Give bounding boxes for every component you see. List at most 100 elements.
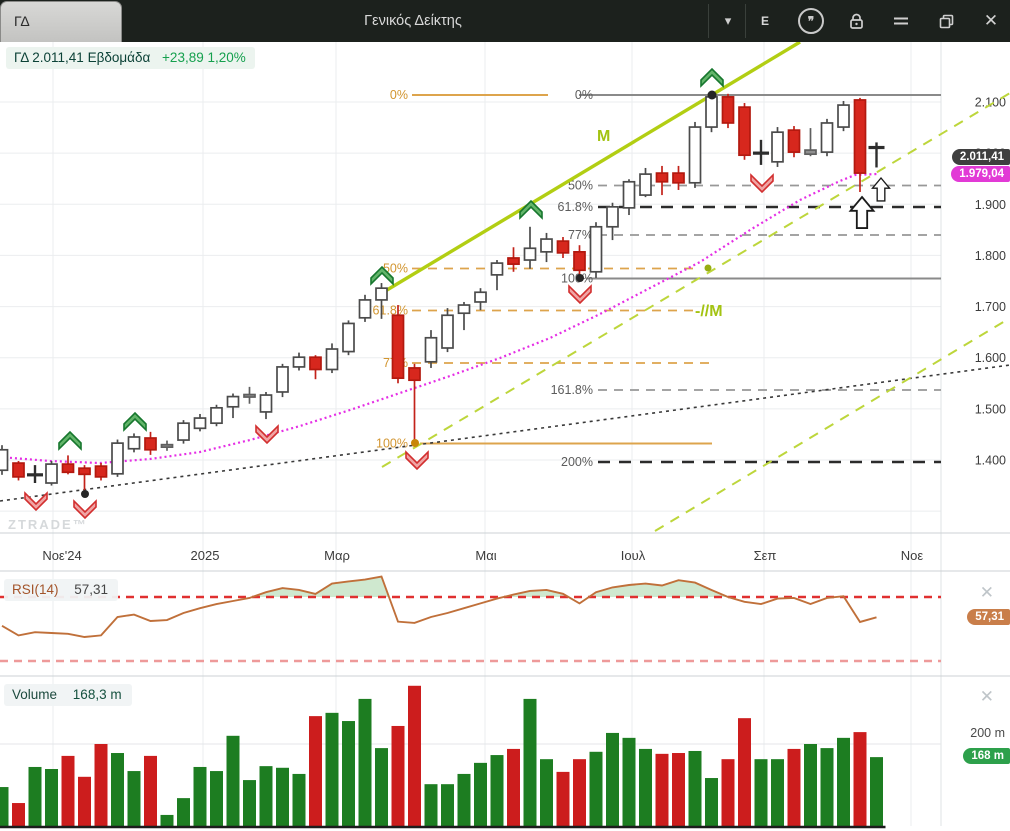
candle [523,226,537,269]
rsi-panel-close-icon[interactable]: ✕ [979,583,994,602]
volume-bar [672,753,685,826]
candle [193,413,207,432]
candle-body [193,417,207,430]
candle [573,245,586,278]
volume-bar [243,780,256,826]
lock-button[interactable] [842,0,870,42]
candle [358,294,372,322]
volume-panel-label: Volume 168,3 m [4,684,132,706]
fib-level-label: 200% [561,455,593,469]
quote-button[interactable]: ❞ [797,0,825,42]
candle-body [111,442,124,475]
volume-bar [259,766,273,826]
candle [853,97,867,193]
volume-bar [28,766,42,826]
candle-body [556,240,570,254]
price-tick-label: 1.900 [975,198,1006,212]
trendline-long-term-dotted [0,364,1010,502]
candle-body [243,393,256,398]
volume-bar [474,762,487,826]
volume-bar [375,748,388,826]
trendline-median-solid [381,40,801,295]
volume-bar [45,769,58,826]
anchor-dot [81,490,89,498]
candle [210,404,223,427]
price-tick-label: 1.800 [975,249,1006,263]
price-tick-label: 2.100 [975,96,1006,110]
candle-body [820,122,834,153]
sell-signal-icon [24,491,48,512]
candle-cross-bar [868,145,885,150]
volume-bar [622,737,636,826]
volume-indicator-value: 168,3 m [72,687,122,702]
volume-bar [408,685,421,826]
candle [391,305,405,384]
candle-body [375,287,388,301]
candle [490,260,504,291]
volume-bar [424,784,438,826]
candle [721,93,735,129]
candle-body [441,314,454,349]
candle-body [622,180,636,209]
volume-bar [210,771,223,826]
volume-bar [111,753,124,826]
candle-body [45,463,58,484]
time-tick-label: Νοε [901,548,924,563]
trendline-channel-dashed-2 [654,317,1010,532]
volume-value-pill: 168 m [963,748,1010,764]
moving-average-pill: 1.979,04 [951,166,1010,182]
candle-cross-bar [27,473,43,477]
close-icon: ✕ [983,11,999,30]
fib-level-label: 161.8% [551,383,593,397]
candle-body [0,448,9,472]
symbol-tab[interactable]: ΓΔ [0,1,122,42]
quote-symbol: ΓΔ [14,50,29,65]
volume-bar [342,721,355,826]
menu-button[interactable] [887,0,915,42]
titlebar-separator [708,4,709,38]
candle [655,165,669,196]
candlestick-series [0,91,885,496]
candle [127,433,141,453]
quote-change-pct: 1,20% [207,50,246,65]
candle [639,167,652,198]
time-tick-label: Νοε'24 [42,548,81,563]
candle [753,139,769,165]
close-window-button[interactable]: ✕ [976,0,1006,42]
candle [27,465,43,484]
candle [787,126,801,158]
candle-body [639,173,652,196]
tab-dropdown-button[interactable]: ▾ [712,0,744,42]
candle [672,165,685,190]
volume-bar [573,759,586,826]
ztrade-watermark: ZTRADE™ [8,517,88,532]
menu-icon [894,17,908,25]
candle [144,431,157,455]
symbol-tab-label: ΓΔ [14,13,30,29]
candle [111,439,124,477]
rsi-panel-label: RSI(14) 57,31 [4,579,119,601]
volume-bar [325,712,339,826]
layout-e-button[interactable]: E [752,0,778,42]
anchor-dot [411,439,419,447]
fib-level-label: 0% [575,88,593,102]
volume-bar [61,755,75,826]
candle-body [771,131,784,163]
volume-bar [639,748,652,826]
candle-body [738,106,751,157]
time-tick-label: Μαι [475,548,496,563]
fib-level-label: 50% [383,262,408,276]
volume-bar [820,748,834,826]
candle-body [490,262,504,276]
candle [259,391,273,420]
candle [243,386,256,404]
candle-body [705,96,718,128]
restore-window-button[interactable] [932,0,960,42]
candle [556,237,570,258]
rsi-panel [0,575,941,663]
volume-bar [589,751,603,826]
candle-body [655,172,669,183]
candle-body [507,257,520,265]
volume-panel-close-icon[interactable]: ✕ [979,687,994,706]
